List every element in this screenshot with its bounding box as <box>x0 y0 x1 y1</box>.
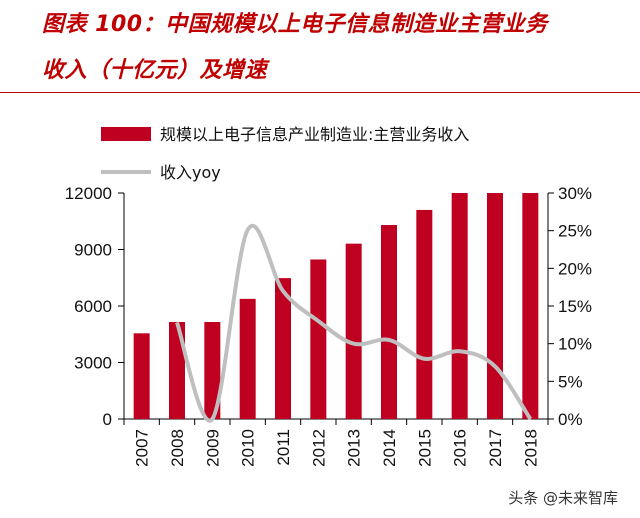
x-tick-label: 2010 <box>239 429 258 467</box>
bar-2014 <box>381 225 397 419</box>
line-point-2013 <box>353 343 355 345</box>
title-divider <box>0 92 640 93</box>
left-tick-label: 0 <box>103 410 112 429</box>
left-tick-label: 3000 <box>74 354 112 373</box>
left-tick-label: 9000 <box>74 241 112 260</box>
bar-2008 <box>169 322 185 419</box>
line-point-2009 <box>211 418 213 420</box>
line-point-2015 <box>423 358 425 360</box>
x-tick-label: 2018 <box>521 429 540 467</box>
line-point-2014 <box>388 339 390 341</box>
line-point-2017 <box>494 365 496 367</box>
right-tick-label: 0% <box>558 410 583 429</box>
left-tick-label: 6000 <box>74 297 112 316</box>
line-point-2016 <box>459 350 461 352</box>
legend: 规模以上电子信息产业制造业:主营业务收入 收入yoy <box>101 125 469 182</box>
right-tick-label: 30% <box>558 184 592 203</box>
x-tick-label: 2014 <box>380 429 399 467</box>
right-tick-label: 5% <box>558 372 583 391</box>
series-line-yoy <box>175 224 533 423</box>
x-tick-label: 2009 <box>203 429 222 467</box>
x-tick-label: 2007 <box>133 429 152 467</box>
legend-label-line: 收入yoy <box>160 163 221 182</box>
x-tick-label: 2016 <box>451 429 470 467</box>
x-tick-label: 2008 <box>168 429 187 467</box>
right-tick-label: 10% <box>558 335 592 354</box>
x-tick-label: 2012 <box>309 429 328 467</box>
chart-title-line1: 图表 100：中国规模以上电子信息制造业主营业务 <box>42 12 548 37</box>
bar-2007 <box>133 333 150 419</box>
bar-2016 <box>451 193 468 419</box>
left-tick-label: 12000 <box>65 184 112 203</box>
chart-title-line2: 收入（十亿元）及增速 <box>42 58 268 83</box>
bar-2015 <box>416 209 433 419</box>
right-tick-label: 15% <box>558 297 592 316</box>
right-tick-label: 25% <box>558 222 592 241</box>
bar-2013 <box>345 243 362 419</box>
line-point-2018 <box>529 418 531 420</box>
line-point-2008 <box>176 322 178 324</box>
bar-2009 <box>204 322 221 419</box>
x-tick-label: 2011 <box>274 429 293 466</box>
bar-2018 <box>522 193 539 419</box>
bar-2010 <box>239 298 256 419</box>
line-point-2012 <box>317 320 319 322</box>
x-tick-label: 2013 <box>345 429 364 467</box>
bar-2012 <box>310 259 327 419</box>
watermark: 头条 @未来智库 <box>508 489 618 507</box>
line-point-2011 <box>282 290 284 292</box>
x-tick-label: 2017 <box>486 429 505 467</box>
bar-2017 <box>487 193 503 419</box>
legend-swatch-bar <box>101 127 151 141</box>
line-point-2010 <box>247 229 249 231</box>
x-tick-label: 2015 <box>415 429 434 467</box>
legend-label-bar: 规模以上电子信息产业制造业:主营业务收入 <box>160 125 469 144</box>
bar-2011 <box>275 278 291 419</box>
right-tick-label: 20% <box>558 259 592 278</box>
